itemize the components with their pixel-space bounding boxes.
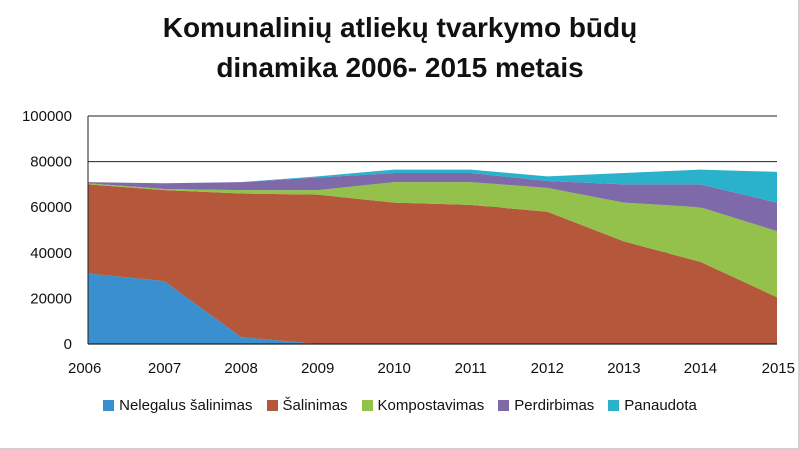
legend-label: Nelegalus šalinimas — [119, 397, 253, 414]
legend: Nelegalus šalinimas Šalinimas Kompostavima… — [0, 397, 800, 414]
legend-swatch — [266, 400, 278, 411]
chart-title-line-1: Komunalinių atliekų tvarkymo būdų — [162, 12, 638, 43]
y-tick-label-100000: 100000 — [22, 108, 72, 125]
legend-label: Perdirbimas — [514, 397, 595, 414]
x-tick-label-2013: 2013 — [607, 360, 640, 377]
area-panaudota — [88, 169, 777, 203]
y-tick-label-20000: 20000 — [30, 290, 72, 307]
x-tick-label-2015: 2015 — [762, 360, 795, 377]
x-tick-label-2008: 2008 — [224, 360, 257, 377]
axes — [87, 116, 777, 345]
y-tick-label-40000: 40000 — [30, 245, 72, 262]
legend-swatch — [361, 400, 373, 411]
legend-label: Panaudota — [624, 397, 697, 414]
y-tick-label-0: 0 — [64, 336, 72, 353]
area-kompostavimas — [88, 182, 777, 298]
x-axis-ticks: 2006 2007 2008 2009 2010 2011 2012 2013 2014 2015 — [68, 360, 795, 377]
x-tick-label-2010: 2010 — [378, 360, 411, 377]
y-tick-label-60000: 60000 — [30, 199, 72, 216]
legend-item-kompostavimas: Kompostavimas — [361, 397, 485, 414]
area-šalinimas — [88, 184, 777, 344]
legend-item-nelegalus-šalinimas: Nelegalus šalinimas — [103, 397, 253, 414]
legend-item-perdirbimas: Perdirbimas — [498, 397, 594, 414]
x-tick-label-2006: 2006 — [68, 360, 101, 377]
area-series — [88, 169, 777, 344]
x-tick-label-2011: 2011 — [455, 360, 487, 377]
legend-label: Kompostavimas — [377, 397, 485, 414]
legend-item-šalinimas: Šalinimas — [266, 397, 348, 414]
legend-label: Šalinimas — [282, 397, 348, 414]
y-axis-ticks: 0 20000 40000 60000 80000 100000 — [22, 108, 72, 353]
x-tick-label-2014: 2014 — [684, 360, 717, 377]
chart-title: Komunalinių atliekų tvarkymo būdų dinami… — [0, 8, 800, 88]
legend-swatch — [608, 400, 620, 411]
x-tick-label-2009: 2009 — [301, 360, 334, 377]
x-tick-label-2007: 2007 — [148, 360, 181, 377]
y-tick-label-80000: 80000 — [30, 154, 72, 171]
chart-title-line-2: dinamika 2006- 2015 metais — [216, 52, 584, 83]
x-tick-label-2012: 2012 — [531, 360, 564, 377]
legend-item-panaudota: Panaudota — [608, 397, 697, 414]
area-nelegalus-šalinimas — [88, 273, 777, 344]
area-perdirbimas — [88, 173, 777, 232]
legend-swatch — [103, 400, 115, 411]
legend-swatch — [498, 400, 510, 411]
